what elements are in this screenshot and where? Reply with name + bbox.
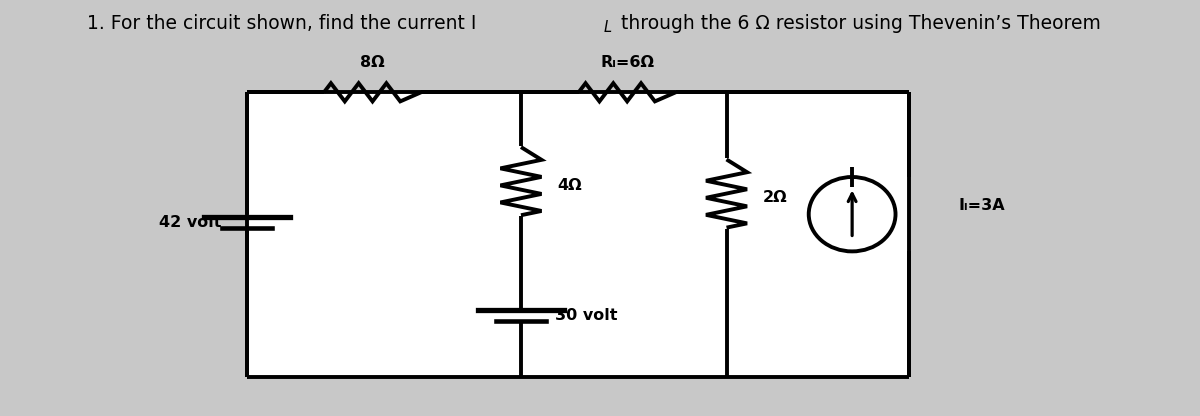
Text: 8Ω: 8Ω xyxy=(360,54,385,69)
FancyBboxPatch shape xyxy=(247,92,910,377)
Text: 42 volt: 42 volt xyxy=(160,215,222,230)
Text: 2Ω: 2Ω xyxy=(763,190,788,205)
Text: 4Ω: 4Ω xyxy=(558,178,582,193)
Text: L: L xyxy=(604,20,611,35)
Text: 30 volt: 30 volt xyxy=(556,308,618,323)
Text: Rₗ=6Ω: Rₗ=6Ω xyxy=(600,54,654,69)
Text: 1. For the circuit shown, find the current I: 1. For the circuit shown, find the curre… xyxy=(88,14,476,33)
Text: Iₗ=3A: Iₗ=3A xyxy=(959,198,1004,213)
Text: through the 6 Ω resistor using Thevenin’s Theorem: through the 6 Ω resistor using Thevenin’… xyxy=(614,14,1100,33)
